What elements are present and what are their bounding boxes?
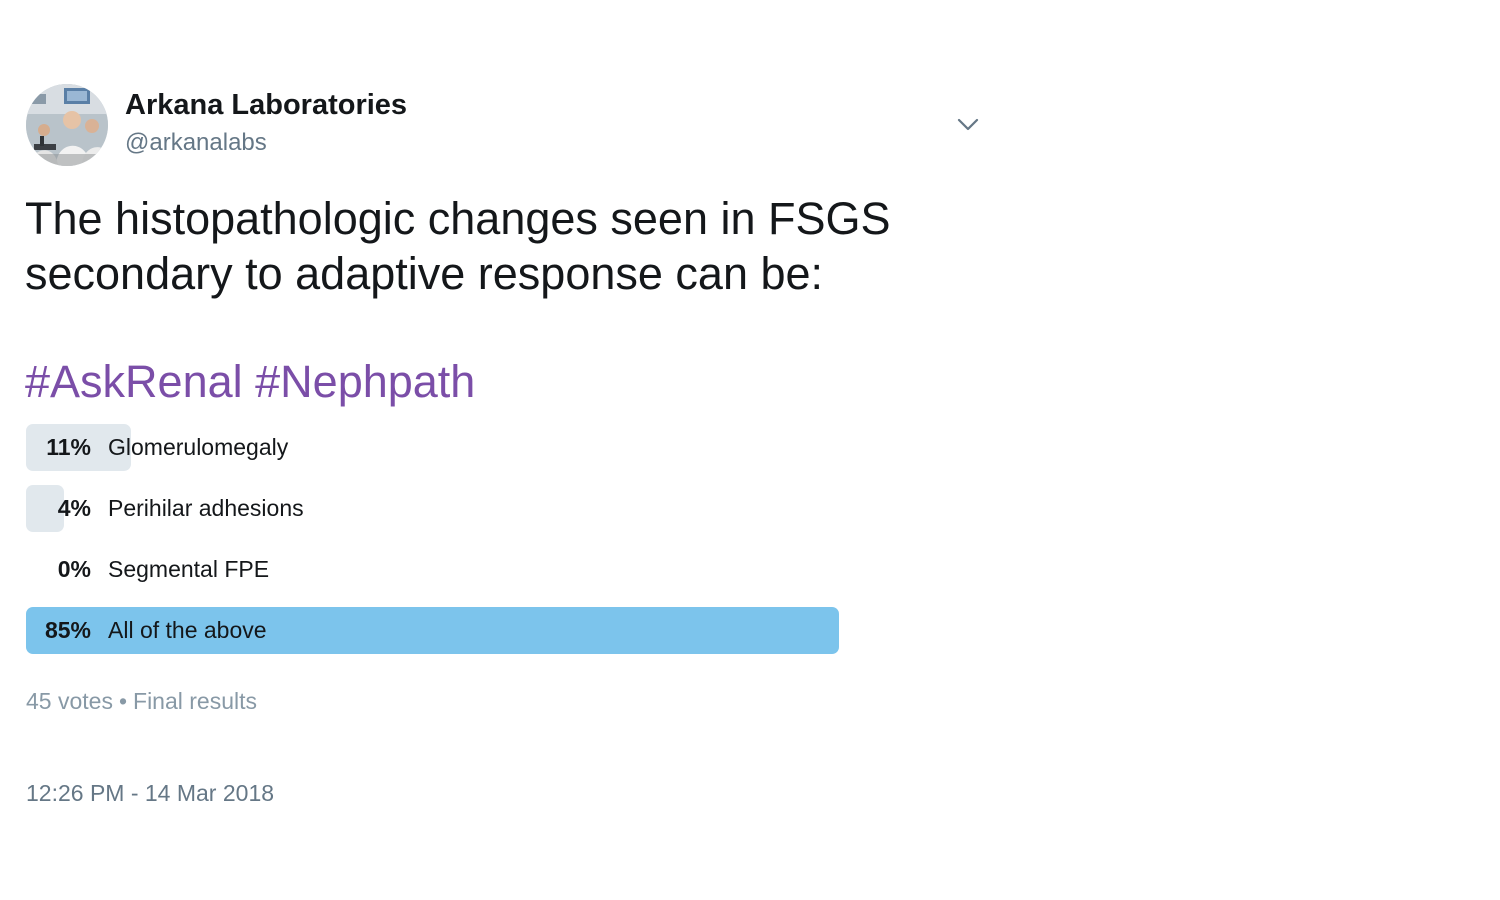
poll-option-label: Glomerulomegaly xyxy=(108,434,289,460)
hashtag-link[interactable]: #AskRenal xyxy=(25,356,243,407)
poll-summary: 45 votes • Final results xyxy=(26,688,257,715)
poll-percent: 0% xyxy=(57,556,91,582)
poll-option: 4% Perihilar adhesions xyxy=(26,485,839,532)
poll-option: 11% Glomerulomegaly xyxy=(26,424,839,471)
poll-status: Final results xyxy=(133,688,257,714)
poll-bar xyxy=(26,424,132,471)
separator-dot: • xyxy=(118,688,128,714)
poll-bar xyxy=(26,607,839,654)
poll-bar xyxy=(26,485,65,532)
hashtag-link[interactable]: #Nephpath xyxy=(255,356,476,407)
lab-photo-avatar-icon xyxy=(26,84,108,166)
author-name[interactable]: Arkana Laboratories xyxy=(125,89,408,121)
poll-option: 85% All of the above xyxy=(26,607,839,654)
poll-vote-count: 45 votes xyxy=(26,688,113,714)
chevron-down-icon[interactable] xyxy=(954,110,982,138)
poll-option-label: Segmental FPE xyxy=(108,556,270,582)
avatar[interactable] xyxy=(26,84,108,166)
poll-percent: 4% xyxy=(57,495,91,521)
poll-percent: 85% xyxy=(44,617,91,643)
poll-option-label: Perihilar adhesions xyxy=(108,495,304,521)
poll-option: 0% Segmental FPE xyxy=(26,546,839,593)
hashtags: #AskRenal #Nephpath xyxy=(25,354,475,409)
author-handle[interactable]: @arkanalabs xyxy=(125,129,267,156)
poll-option-label: All of the above xyxy=(108,617,267,643)
poll-percent: 11% xyxy=(46,434,91,460)
tweet-text: The histopathologic changes seen in FSGS… xyxy=(25,193,891,299)
tweet-timestamp[interactable]: 12:26 PM - 14 Mar 2018 xyxy=(26,780,275,806)
poll: 11% Glomerulomegaly 4% Perihilar adhesio… xyxy=(26,424,839,668)
